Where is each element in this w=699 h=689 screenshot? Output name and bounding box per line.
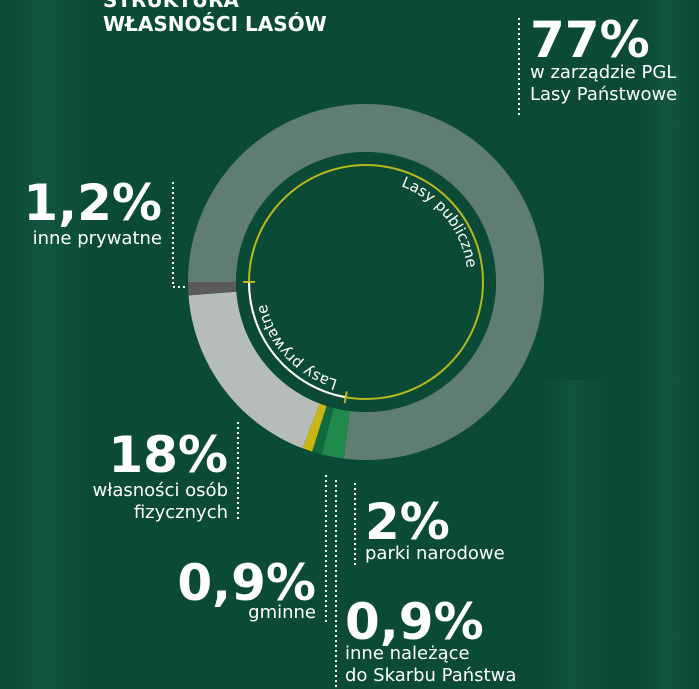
category-label: w zarządzie PGL Lasy Państwowe: [530, 62, 678, 105]
donut-segment: [321, 407, 350, 459]
category-label: gminne: [248, 602, 316, 623]
chart-title: STRUKTURA WŁASNOŚCI LASÓW: [103, 0, 327, 36]
category-label: własności osób fizycznych: [92, 480, 229, 523]
category-label: inne należące do Skarbu Państwa: [345, 643, 517, 686]
category-label: parki narodowe: [365, 543, 505, 564]
title-line: WŁASNOŚCI LASÓW: [103, 12, 327, 36]
private-arc: [248, 281, 346, 399]
donut-segment: [302, 403, 327, 452]
category-label: inne prywatne: [32, 228, 162, 249]
value-label: 0,9%: [177, 554, 316, 612]
tree-trunk: [0, 0, 90, 689]
donut-segment: [188, 282, 237, 296]
donut-segment: [312, 405, 334, 455]
tree-trunk: [540, 380, 610, 689]
tree-trunk: [640, 0, 699, 689]
value-label: 18%: [108, 426, 228, 484]
value-label: 77%: [530, 11, 650, 69]
value-label: 2%: [365, 493, 450, 551]
arc-tick: [343, 391, 348, 404]
inner-disc: [236, 152, 496, 412]
donut-segment: [188, 291, 320, 449]
value-label: 0,9%: [345, 593, 484, 651]
value-label: 1,2%: [23, 174, 162, 232]
title-line: STRUKTURA: [103, 0, 239, 12]
